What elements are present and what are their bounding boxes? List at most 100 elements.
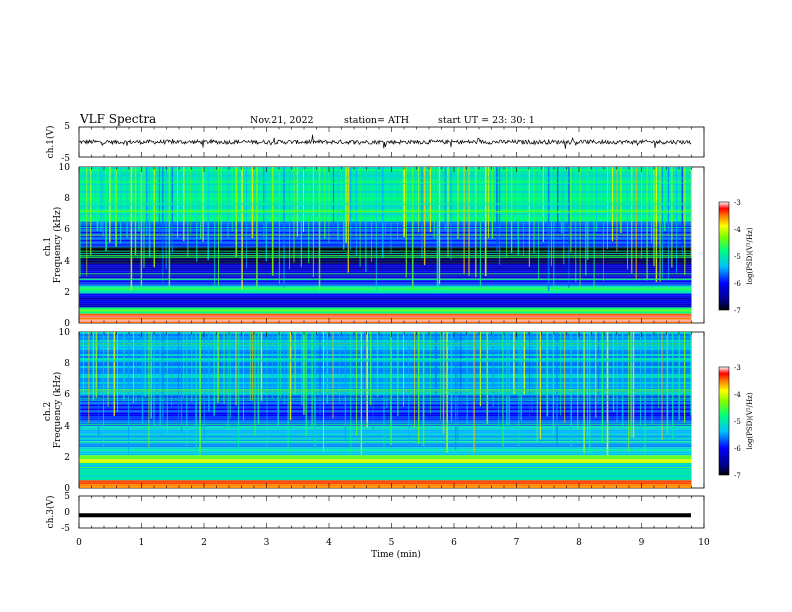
ch2-ytick-4: 4 — [64, 422, 70, 432]
ch2-ytick-8: 8 — [64, 359, 70, 369]
ch2-ytick-0: 0 — [64, 484, 70, 494]
spec1-band-6-row — [79, 262, 692, 264]
spec2-band-0-row — [79, 482, 692, 485]
spec2-band-1-row — [79, 477, 692, 479]
spec2-band-1-row — [79, 463, 692, 465]
station-label: station= ATH — [344, 115, 409, 126]
spec1-band-5-row — [79, 265, 692, 268]
ch2-cb-tick-3: -3 — [734, 364, 741, 372]
spec2-band-6-row — [79, 384, 692, 386]
spec2-band-5-row — [79, 420, 692, 423]
spec2-band-3-row — [79, 447, 692, 450]
ch2-ytick-6: 6 — [64, 390, 70, 400]
spec2-band-3-row — [79, 451, 692, 454]
spec1-band-7-row — [79, 237, 692, 240]
ch1-waveform-panel: 5 -5 ch.1(V) — [45, 122, 705, 164]
spec2-band-6-row — [79, 362, 692, 364]
spec1-band-6-row — [79, 248, 692, 251]
spec1-band-4-row — [79, 284, 692, 286]
spec1-band-5-row — [79, 275, 692, 277]
ch1-waveform-ylabel: ch.1(V) — [45, 126, 56, 159]
spec1-band-6-row — [79, 246, 692, 249]
spec1-band-2-row — [79, 301, 692, 304]
spec2-band-6-row — [79, 366, 692, 368]
spec2-band-5-row — [79, 394, 692, 397]
spec2-band-6-row — [79, 356, 692, 358]
ch1-spectrogram-ticks — [78, 167, 705, 323]
spec2-band-6-row — [79, 352, 692, 354]
spec2-band-6-row — [79, 382, 692, 384]
ch1-ytick-6: 6 — [64, 225, 70, 235]
ch1-ylabel-frequency: Frequency (kHz) — [52, 207, 63, 284]
spec2-band-2-row — [79, 457, 692, 460]
spec1-band-2-row — [79, 305, 692, 308]
spec1-band-6-row — [79, 260, 692, 263]
ch1-ytick-0: 0 — [64, 319, 70, 329]
spec1-band-7-row — [79, 241, 692, 244]
spec1-band-4-row — [79, 282, 692, 285]
spec2-band-4-row — [79, 433, 692, 436]
x-axis-tick-labels: 0 1 2 3 4 5 6 7 8 9 10 — [76, 538, 710, 548]
spec1-band-0-row — [79, 315, 692, 318]
spec1-band-1-row — [79, 309, 692, 312]
spec1-band-6-row — [79, 258, 692, 261]
x-tick-label-10: 10 — [698, 538, 710, 548]
ch1-waveform-line — [78, 134, 692, 149]
spec2-band-5-row — [79, 412, 692, 415]
ch1-ytick-neg5: -5 — [61, 154, 70, 164]
ch3-ytick-neg5: -5 — [61, 524, 70, 534]
spec2-band-3-row — [79, 441, 692, 444]
x-tick-label-5: 5 — [389, 538, 395, 548]
spec2-band-4-row — [79, 431, 692, 434]
spec2-band-1-row — [79, 471, 692, 473]
ch1-cb-tick-4: -4 — [734, 226, 741, 234]
spec2-band-2-row — [79, 455, 692, 458]
x-tick-label-9: 9 — [639, 538, 645, 548]
spec2-band-6-row — [79, 392, 692, 394]
spec2-band-4-row — [79, 437, 692, 440]
spec2-band-2-row — [79, 461, 692, 463]
spec2-band-4-row — [79, 439, 692, 442]
ch1-ytick-2: 2 — [64, 288, 70, 298]
x-tick-label-8: 8 — [576, 538, 582, 548]
ch3-ytick-0: 0 — [64, 508, 70, 518]
x-tick-label-2: 2 — [201, 538, 207, 548]
spec2-band-5-row — [79, 424, 692, 426]
x-tick-label-0: 0 — [76, 538, 82, 548]
spec2-band-0-row — [79, 484, 692, 487]
spec2-band-1-row — [79, 469, 692, 471]
ch2-ylabel-frequency: Frequency (kHz) — [52, 372, 63, 449]
spec1-band-5-row — [79, 263, 692, 266]
ch1-ytick-8: 8 — [64, 194, 70, 204]
spec2-band-6-row — [79, 340, 692, 342]
ch2-ytick-10: 10 — [59, 328, 71, 338]
spec2-band-6-row — [79, 350, 692, 352]
ch3-waveform-ticks — [78, 496, 705, 528]
ch2-colorbar-scale — [718, 366, 730, 476]
spec2-band-6-row — [79, 376, 692, 378]
spec1-band-5-row — [79, 271, 692, 274]
ch2-cb-tick-4: -4 — [734, 391, 741, 399]
spec1-band-5-row — [79, 273, 692, 276]
spec2-band-3-row — [79, 453, 692, 456]
spec2-band-6-row — [79, 374, 692, 376]
ch2-ylabel-channel: ch.2 — [43, 402, 53, 421]
spec1-band-2-row — [79, 295, 692, 298]
spec2-band-4-row — [79, 425, 692, 428]
spec2-band-5-row — [79, 408, 692, 411]
spec1-band-6-row — [79, 250, 692, 253]
spec2-band-1-row — [79, 465, 692, 467]
spec2-band-6-row — [79, 372, 692, 374]
spec2-band-6-row — [79, 334, 692, 336]
spec2-band-1-row — [79, 479, 692, 481]
spec2-band-6-row — [79, 386, 692, 388]
spec2-band-6-row — [79, 342, 692, 344]
spec2-band-6-row — [79, 364, 692, 366]
spec2-band-4-row — [79, 427, 692, 430]
x-tick-label-1: 1 — [139, 538, 145, 548]
spec1-band-1-row — [79, 311, 692, 314]
ch1-cb-tick-5: -5 — [734, 253, 741, 261]
x-tick-label-7: 7 — [514, 538, 520, 548]
spec2-band-6-row — [79, 344, 692, 346]
spec2-band-6-row — [79, 380, 692, 382]
